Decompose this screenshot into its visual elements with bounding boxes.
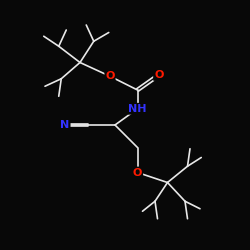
Text: O: O bbox=[105, 71, 115, 81]
Text: N: N bbox=[60, 120, 70, 130]
Text: NH: NH bbox=[128, 104, 147, 114]
Text: O: O bbox=[154, 70, 164, 80]
Text: O: O bbox=[133, 168, 142, 177]
